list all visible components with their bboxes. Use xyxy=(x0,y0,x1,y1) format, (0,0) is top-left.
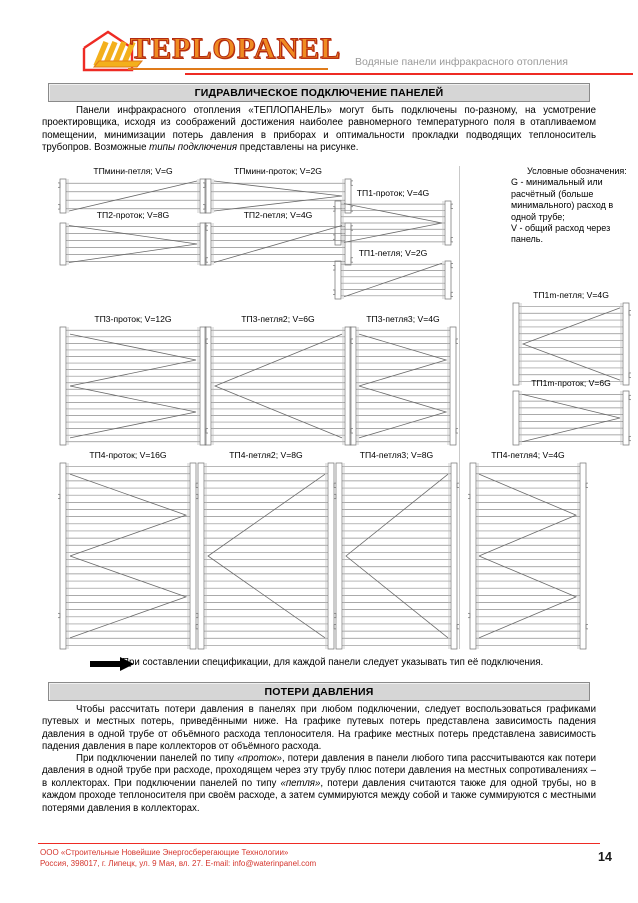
diagram-label: ТПмини-проток; V=2G xyxy=(234,166,322,176)
intro-text-b: представлены на рисунке. xyxy=(237,142,359,154)
footer-red-rule xyxy=(38,843,600,845)
page-header: TEPLOPANEL Водяные панели инфракрасного … xyxy=(0,0,638,78)
intro-text-italic: типы подключения xyxy=(149,142,238,154)
section-header-hydraulic: ГИДРАВЛИЧЕСКОЕ ПОДКЛЮЧЕНИЕ ПАНЕЛЕЙ xyxy=(48,83,590,102)
right-arrow-icon xyxy=(90,657,134,671)
diagram-label: ТП4-проток; V=16G xyxy=(89,450,167,460)
loss2-text-c: , потери давления считаются также для од… xyxy=(42,777,596,814)
diagram-label: ТП2-петля; V=4G xyxy=(243,210,313,220)
intro-paragraph: Панели инфракрасного отопления «ТЕПЛОПАН… xyxy=(42,105,596,155)
brand-logo: TEPLOPANEL xyxy=(72,30,341,74)
legend-line: V - общий расход через xyxy=(511,223,611,234)
panel-schematic xyxy=(58,462,198,650)
diagram-label: ТП3-петля2; V=6G xyxy=(241,314,315,324)
legend-line: минимального) расход в xyxy=(511,200,614,211)
legend-title: Условные обозначения: xyxy=(527,166,627,176)
legend-line: панель. xyxy=(511,234,543,245)
logo-underline xyxy=(128,68,328,70)
panel-schematic xyxy=(333,200,453,246)
footer-company: ООО «Строительные Новейшие Энергосберега… xyxy=(40,848,316,869)
header-red-rule xyxy=(185,73,633,75)
spec-note-text: При составлении спецификации, для каждой… xyxy=(122,657,544,668)
legend-line: расчётный (больше xyxy=(511,188,594,199)
footer-line-2: Россия, 398017, г. Липецк, ул. 9 Мая, вл… xyxy=(40,858,317,868)
loss2-text-a: При подключении панелей по типу xyxy=(76,753,238,764)
diagram-label: ТП1m-петля; V=4G xyxy=(533,290,609,300)
panel-schematic xyxy=(512,390,631,446)
diagram-label: ТПмини-петля; V=G xyxy=(93,166,173,176)
panel-schematic xyxy=(349,326,458,446)
column-divider xyxy=(459,166,460,649)
spec-note: При составлении спецификации, для каждой… xyxy=(90,655,600,675)
panel-schematic xyxy=(334,462,459,650)
section-header-pressure-loss: ПОТЕРИ ДАВЛЕНИЯ xyxy=(48,682,590,701)
diagram-label: ТП3-петля3; V=4G xyxy=(366,314,440,324)
loss2-italic-protok: «проток» xyxy=(237,753,282,764)
panel-schematic xyxy=(59,222,208,266)
connection-diagrams-area: Условные обозначения: G - минимальный ил… xyxy=(48,166,631,651)
panel-schematic xyxy=(59,326,208,446)
diagram-label: ТП1-петля; V=2G xyxy=(358,248,428,258)
house-icon xyxy=(82,30,144,72)
legend-line: одной трубе; xyxy=(511,211,565,222)
panel-schematic xyxy=(203,178,353,214)
page-number: 14 xyxy=(598,850,612,864)
diagram-label: ТП4-петля2; V=8G xyxy=(229,450,303,460)
panel-schematic xyxy=(468,462,588,650)
legend-line: G - минимальный или xyxy=(511,177,603,188)
pressure-loss-paragraph-1: Чтобы рассчитать потери давления в панел… xyxy=(42,704,596,753)
header-tagline: Водяные панели инфракрасного отопления xyxy=(355,56,568,68)
intro-text-a: Панели инфракрасного отопления «ТЕПЛОПАН… xyxy=(42,105,596,154)
panel-schematic xyxy=(204,326,353,446)
diagram-label: ТП2-проток; V=8G xyxy=(96,210,170,220)
footer-line-1: ООО «Строительные Новейшие Энергосберега… xyxy=(40,848,289,857)
panel-schematic xyxy=(333,260,453,300)
diagram-label: ТП1-проток; V=4G xyxy=(356,188,430,198)
panel-schematic xyxy=(58,178,207,214)
diagram-label: ТП1m-проток; V=6G xyxy=(531,378,611,388)
diagram-label: ТП4-петля4; V=4G xyxy=(491,450,565,460)
loss2-text-b: , потери давления в панели любого типа р… xyxy=(42,753,596,789)
pressure-loss-paragraph-2: При подключении панелей по типу «проток»… xyxy=(42,753,596,815)
loss2-italic-petlya: «петля» xyxy=(280,777,321,789)
diagram-label: ТП3-проток; V=12G xyxy=(94,314,172,324)
panel-schematic xyxy=(196,462,336,650)
panel-schematic xyxy=(204,222,353,266)
legend-block: Условные обозначения: G - минимальный ил… xyxy=(511,166,638,246)
panel-schematic xyxy=(512,302,631,386)
diagram-label: ТП4-петля3; V=8G xyxy=(359,450,434,460)
logo-wordmark: TEPLOPANEL xyxy=(129,32,342,65)
